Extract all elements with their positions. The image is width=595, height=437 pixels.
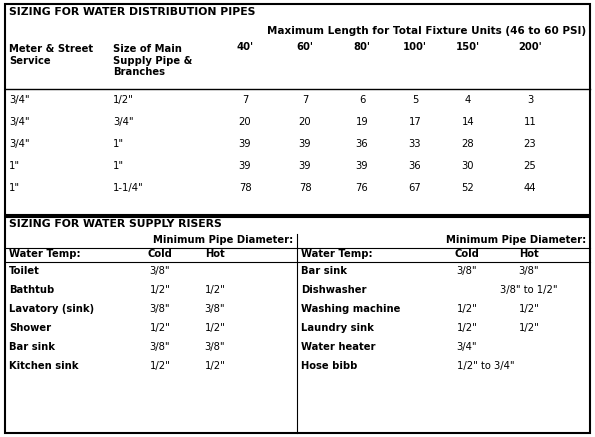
- Text: Size of Main
Supply Pipe &
Branches: Size of Main Supply Pipe & Branches: [113, 44, 192, 77]
- Text: Minimum Pipe Diameter:: Minimum Pipe Diameter:: [446, 235, 586, 245]
- Text: 4: 4: [465, 95, 471, 105]
- Text: 39: 39: [356, 161, 368, 171]
- Text: Hose bibb: Hose bibb: [301, 361, 358, 371]
- Text: Bar sink: Bar sink: [9, 342, 55, 352]
- Text: 1": 1": [9, 183, 20, 193]
- Text: Laundry sink: Laundry sink: [301, 323, 374, 333]
- Text: 200': 200': [518, 42, 542, 52]
- Text: 3/4": 3/4": [457, 342, 477, 352]
- Text: 1/2": 1/2": [519, 304, 540, 314]
- Text: 40': 40': [236, 42, 253, 52]
- Text: 76: 76: [356, 183, 368, 193]
- Text: 1-1/4": 1-1/4": [113, 183, 144, 193]
- Bar: [5, 217, 590, 433]
- Text: Water heater: Water heater: [301, 342, 375, 352]
- Text: 3/8": 3/8": [150, 304, 170, 314]
- Text: 39: 39: [299, 161, 311, 171]
- Text: SIZING FOR WATER SUPPLY RISERS: SIZING FOR WATER SUPPLY RISERS: [9, 219, 222, 229]
- Text: Cold: Cold: [148, 249, 173, 259]
- Text: 19: 19: [356, 117, 368, 127]
- Text: Water Temp:: Water Temp:: [9, 249, 81, 259]
- Text: 100': 100': [403, 42, 427, 52]
- Text: 80': 80': [353, 42, 371, 52]
- Bar: [5, 4, 590, 215]
- Text: 3: 3: [527, 95, 533, 105]
- Text: 17: 17: [409, 117, 421, 127]
- Text: 3/8": 3/8": [457, 266, 477, 276]
- Text: Water Temp:: Water Temp:: [301, 249, 372, 259]
- Text: 60': 60': [296, 42, 314, 52]
- Text: Hot: Hot: [205, 249, 225, 259]
- Text: 1": 1": [113, 161, 124, 171]
- Text: 25: 25: [524, 161, 536, 171]
- Text: 33: 33: [409, 139, 421, 149]
- Text: 5: 5: [412, 95, 418, 105]
- Text: 14: 14: [462, 117, 474, 127]
- Text: 39: 39: [299, 139, 311, 149]
- Text: 39: 39: [239, 139, 251, 149]
- Text: Lavatory (sink): Lavatory (sink): [9, 304, 94, 314]
- Text: Shower: Shower: [9, 323, 51, 333]
- Text: Dishwasher: Dishwasher: [301, 285, 367, 295]
- Text: 20: 20: [239, 117, 251, 127]
- Text: 6: 6: [359, 95, 365, 105]
- Text: 1/2" to 3/4": 1/2" to 3/4": [457, 361, 515, 371]
- Text: 1/2": 1/2": [456, 323, 477, 333]
- Text: 3/8": 3/8": [519, 266, 539, 276]
- Text: 20: 20: [299, 117, 311, 127]
- Text: 78: 78: [239, 183, 251, 193]
- Text: 1": 1": [9, 161, 20, 171]
- Text: 3/4": 3/4": [9, 95, 30, 105]
- Text: Washing machine: Washing machine: [301, 304, 400, 314]
- Text: 3/8": 3/8": [150, 342, 170, 352]
- Text: 7: 7: [242, 95, 248, 105]
- Text: 3/4": 3/4": [9, 139, 30, 149]
- Text: Meter & Street
Service: Meter & Street Service: [9, 44, 93, 66]
- Text: 1/2": 1/2": [113, 95, 134, 105]
- Text: 36: 36: [356, 139, 368, 149]
- Text: 1/2": 1/2": [149, 285, 170, 295]
- Text: 78: 78: [299, 183, 311, 193]
- Text: Hot: Hot: [519, 249, 539, 259]
- Text: 3/8": 3/8": [205, 342, 226, 352]
- Text: 1": 1": [113, 139, 124, 149]
- Text: 1/2": 1/2": [205, 285, 226, 295]
- Text: 1/2": 1/2": [205, 323, 226, 333]
- Text: Toilet: Toilet: [9, 266, 40, 276]
- Text: 28: 28: [462, 139, 474, 149]
- Text: Cold: Cold: [455, 249, 480, 259]
- Text: Bathtub: Bathtub: [9, 285, 54, 295]
- Text: 39: 39: [239, 161, 251, 171]
- Text: 52: 52: [462, 183, 474, 193]
- Text: 150': 150': [456, 42, 480, 52]
- Text: 3/8" to 1/2": 3/8" to 1/2": [500, 285, 558, 295]
- Text: Kitchen sink: Kitchen sink: [9, 361, 79, 371]
- Text: SIZING FOR WATER DISTRIBUTION PIPES: SIZING FOR WATER DISTRIBUTION PIPES: [9, 7, 255, 17]
- Text: 67: 67: [409, 183, 421, 193]
- Text: 23: 23: [524, 139, 536, 149]
- Text: 3/8": 3/8": [205, 304, 226, 314]
- Text: 36: 36: [409, 161, 421, 171]
- Text: 1/2": 1/2": [149, 361, 170, 371]
- Text: 44: 44: [524, 183, 536, 193]
- Text: Minimum Pipe Diameter:: Minimum Pipe Diameter:: [153, 235, 293, 245]
- Text: 1/2": 1/2": [149, 323, 170, 333]
- Text: 11: 11: [524, 117, 536, 127]
- Text: 1/2": 1/2": [456, 304, 477, 314]
- Text: 7: 7: [302, 95, 308, 105]
- Text: 1/2": 1/2": [519, 323, 540, 333]
- Text: 3/4": 3/4": [9, 117, 30, 127]
- Text: Maximum Length for Total Fixture Units (46 to 60 PSI): Maximum Length for Total Fixture Units (…: [267, 26, 586, 36]
- Text: 30: 30: [462, 161, 474, 171]
- Text: 3/8": 3/8": [150, 266, 170, 276]
- Text: 3/4": 3/4": [113, 117, 134, 127]
- Text: Bar sink: Bar sink: [301, 266, 347, 276]
- Text: 1/2": 1/2": [205, 361, 226, 371]
